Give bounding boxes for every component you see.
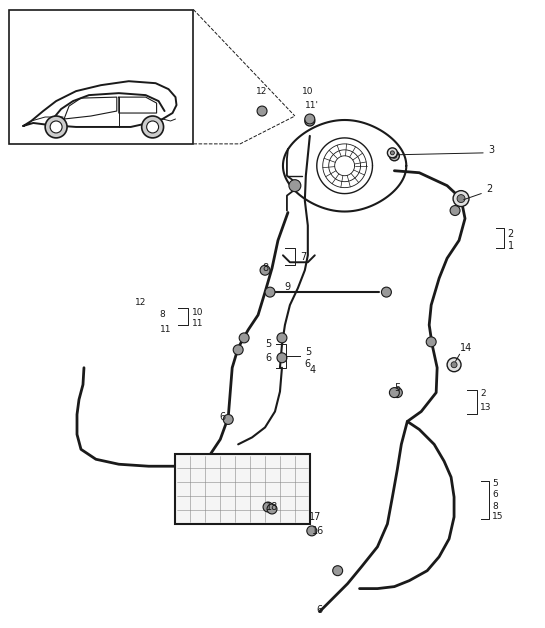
Text: 11: 11 (160, 325, 171, 335)
Circle shape (305, 116, 315, 126)
Text: 2: 2 (486, 183, 492, 193)
Text: 7: 7 (300, 252, 306, 263)
Circle shape (305, 114, 315, 124)
Circle shape (277, 353, 287, 363)
Text: 14: 14 (460, 343, 472, 353)
Circle shape (50, 121, 62, 133)
Circle shape (267, 504, 277, 514)
Circle shape (307, 526, 317, 536)
Bar (175, 454, 310, 524)
Circle shape (289, 180, 301, 192)
Text: 16: 16 (312, 526, 324, 536)
Circle shape (265, 287, 275, 297)
Text: 6: 6 (317, 605, 323, 615)
Text: 12: 12 (135, 298, 147, 306)
Text: 11: 11 (192, 320, 204, 328)
Text: 5: 5 (265, 339, 271, 349)
Text: 6: 6 (305, 359, 311, 369)
Circle shape (307, 119, 312, 124)
Circle shape (257, 106, 267, 116)
Circle shape (392, 153, 397, 158)
Circle shape (332, 566, 343, 576)
Circle shape (451, 362, 457, 368)
Circle shape (457, 195, 465, 203)
Circle shape (263, 502, 273, 512)
Text: 2: 2 (507, 229, 514, 239)
Text: 3: 3 (488, 145, 494, 155)
Text: 6: 6 (492, 490, 498, 499)
Text: 6: 6 (219, 413, 225, 423)
Circle shape (277, 333, 287, 343)
Circle shape (147, 121, 159, 133)
Circle shape (387, 148, 397, 158)
Text: 12: 12 (256, 87, 268, 95)
Text: 4: 4 (310, 365, 316, 375)
Text: 1: 1 (508, 241, 514, 251)
Circle shape (389, 387, 399, 398)
Circle shape (389, 151, 399, 161)
Text: 8: 8 (160, 310, 166, 320)
Text: 2: 2 (480, 389, 486, 398)
Text: 17: 17 (308, 512, 321, 522)
Circle shape (239, 333, 249, 343)
Circle shape (223, 414, 233, 425)
Circle shape (390, 151, 395, 155)
Text: 15: 15 (492, 512, 504, 521)
Text: 8: 8 (262, 263, 268, 273)
Circle shape (392, 387, 402, 398)
Circle shape (450, 205, 460, 215)
Circle shape (426, 337, 436, 347)
Circle shape (233, 345, 243, 355)
Bar (9, 9, 193, 144)
Circle shape (45, 116, 67, 138)
Circle shape (447, 358, 461, 372)
Text: 9: 9 (285, 282, 291, 292)
Circle shape (382, 287, 391, 297)
Circle shape (142, 116, 164, 138)
Text: 13: 13 (480, 403, 492, 412)
Text: 18: 18 (266, 502, 278, 512)
Text: 10: 10 (192, 308, 204, 317)
Text: 8: 8 (492, 502, 498, 511)
Text: 5: 5 (305, 347, 311, 357)
Text: 5: 5 (394, 382, 401, 392)
Circle shape (260, 265, 270, 275)
Text: 5: 5 (492, 479, 498, 487)
Text: 10: 10 (302, 87, 313, 95)
Circle shape (453, 191, 469, 207)
Text: 6: 6 (265, 353, 271, 363)
Text: 11': 11' (305, 100, 319, 109)
